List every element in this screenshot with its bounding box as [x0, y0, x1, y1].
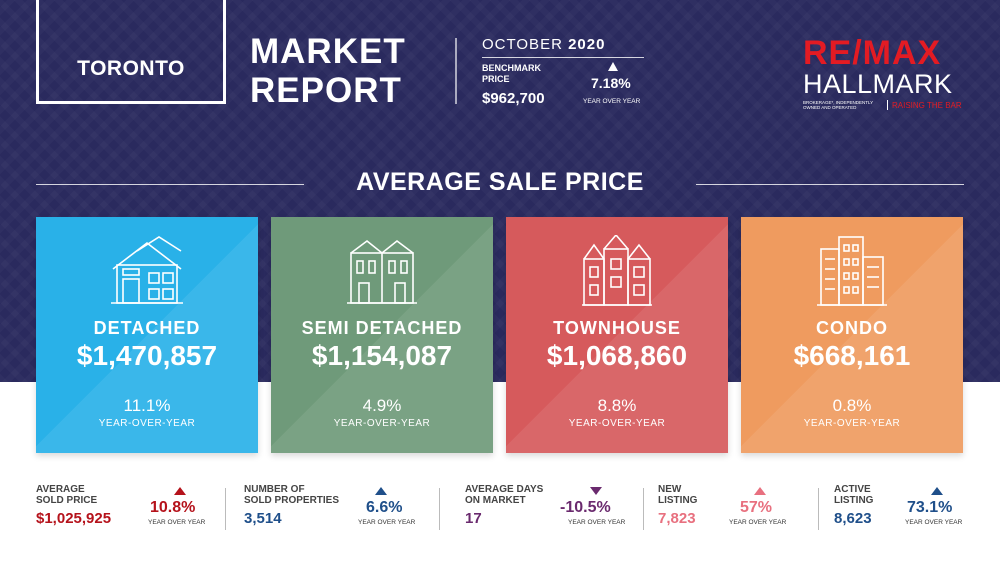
stat-label-line2: ON MARKET [465, 495, 526, 506]
header-divider [455, 38, 457, 104]
stat-label: AVERAGE DAYS ON MARKET [465, 484, 543, 506]
card-name: DETACHED [93, 318, 201, 338]
card-change: 11.1% [123, 396, 171, 415]
arrow-up-icon [375, 487, 387, 495]
section-rule-left [36, 184, 304, 185]
logo-name: HALLMARK [803, 69, 953, 99]
stat-label: NEW LISTING [658, 484, 697, 506]
benchmark-change: 7.18% [591, 75, 631, 91]
logo-small-print: BROKERAGE*, INDEPENDENTLY OWNED AND OPER… [803, 100, 874, 110]
logo-tagline: RAISING THE BAR [892, 100, 962, 110]
benchmark-label: BENCHMARK PRICE [482, 63, 541, 85]
stat-change: 10.8% [150, 499, 196, 516]
stat-change: 73.1% [907, 499, 953, 516]
stat-new-listing: NEW LISTING 7,823 57% YEAR OVER YEAR [658, 484, 808, 534]
logo-separator [887, 100, 888, 110]
card-change-label: YEAR-OVER-YEAR [98, 418, 196, 429]
report-year: 2020 [568, 36, 606, 53]
stat-change-label: YEAR OVER YEAR [568, 519, 626, 526]
card-name: SEMI DETACHED [301, 318, 463, 338]
benchmark-label-line1: BENCHMARK [482, 63, 541, 73]
stat-active-listing: ACTIVE LISTING 8,623 73.1% YEAR OVER YEA… [834, 484, 984, 534]
card-detached: DETACHED $1,470,857 11.1% YEAR-OVER-YEAR [36, 217, 258, 453]
card-price: $1,068,860 [546, 340, 688, 371]
stat-value: 8,623 [834, 510, 872, 527]
city-box: TORONTO [36, 0, 226, 104]
report-title: MARKET REPORT [250, 32, 406, 110]
remax-logo: RE/MAX HALLMARK BROKERAGE*, INDEPENDENTL… [803, 36, 968, 110]
semi-detached-icon [271, 235, 493, 317]
condo-icon [741, 235, 963, 317]
stat-value: 7,823 [658, 510, 696, 527]
period-underline [482, 57, 644, 58]
benchmark-change-label: YEAR OVER YEAR [583, 98, 641, 105]
card-townhouse: TOWNHOUSE $1,068,860 8.8% YEAR-OVER-YEAR [506, 217, 728, 453]
stat-label-line1: AVERAGE [36, 484, 85, 495]
stat-label: ACTIVE LISTING [834, 484, 873, 506]
stat-change: -10.5% [560, 499, 611, 516]
stat-divider [439, 488, 440, 530]
stat-value: 17 [465, 510, 482, 527]
stat-label-line1: AVERAGE DAYS [465, 484, 544, 495]
stat-label-line2: SOLD PRICE [36, 495, 98, 506]
card-price: $668,161 [793, 340, 911, 371]
card-semi-detached: SEMI DETACHED $1,154,087 4.9% YEAR-OVER-… [271, 217, 493, 453]
card-change: 4.9% [362, 396, 402, 415]
report-title-line1: MARKET [250, 32, 406, 71]
benchmark-label-line2: PRICE [482, 74, 510, 84]
card-change: 8.8% [597, 396, 637, 415]
card-name: CONDO [816, 318, 888, 338]
stat-change: 6.6% [366, 499, 403, 516]
report-month: OCTOBER [482, 36, 563, 53]
stat-label-line1: ACTIVE [834, 484, 871, 495]
section-title: AVERAGE SALE PRICE [356, 168, 644, 196]
report-period: OCTOBER 2020 [482, 36, 605, 53]
stat-label-line2: SOLD PROPERTIES [244, 495, 340, 506]
stat-label: AVERAGE SOLD PRICE [36, 484, 97, 506]
card-change-label: YEAR-OVER-YEAR [333, 418, 431, 429]
stat-change-label: YEAR OVER YEAR [148, 519, 206, 526]
stat-days-on-market: AVERAGE DAYS ON MARKET 17 -10.5% YEAR OV… [465, 484, 640, 534]
stat-change-label: YEAR OVER YEAR [729, 519, 787, 526]
stat-value: $1,025,925 [36, 510, 112, 527]
stat-change-label: YEAR OVER YEAR [905, 519, 963, 526]
card-condo: CONDO $668,161 0.8% YEAR-OVER-YEAR [741, 217, 963, 453]
arrow-up-icon [754, 487, 766, 495]
report-title-line2: REPORT [250, 71, 402, 110]
stat-label-line1: NEW [658, 484, 682, 495]
stat-sold-properties: NUMBER OF SOLD PROPERTIES 3,514 6.6% YEA… [244, 484, 424, 534]
arrow-up-icon [608, 62, 618, 71]
card-name: TOWNHOUSE [553, 318, 681, 338]
stat-label-line1: NUMBER OF [244, 484, 305, 495]
townhouse-icon [506, 235, 728, 317]
city-name: TORONTO [77, 57, 185, 80]
arrow-down-icon [590, 487, 602, 495]
stat-divider [643, 488, 644, 530]
card-change-label: YEAR-OVER-YEAR [568, 418, 666, 429]
stat-label-line2: LISTING [658, 495, 698, 506]
stat-label-line2: LISTING [834, 495, 874, 506]
card-price: $1,470,857 [76, 340, 218, 371]
arrow-up-icon [931, 487, 943, 495]
house-icon [36, 235, 258, 317]
stat-average-sold-price: AVERAGE SOLD PRICE $1,025,925 10.8% YEAR… [36, 484, 216, 534]
card-change-label: YEAR-OVER-YEAR [803, 418, 901, 429]
benchmark-price: $962,700 [482, 90, 545, 107]
stat-label: NUMBER OF SOLD PROPERTIES [244, 484, 339, 506]
stat-value: 3,514 [244, 510, 282, 527]
stat-change-label: YEAR OVER YEAR [358, 519, 416, 526]
logo-brand: RE/MAX [803, 34, 942, 72]
arrow-up-icon [174, 487, 186, 495]
section-rule-right [696, 184, 964, 185]
stat-divider [818, 488, 819, 530]
stat-divider [225, 488, 226, 530]
card-price: $1,154,087 [311, 340, 453, 371]
stat-change: 57% [740, 499, 773, 516]
logo-footer: BROKERAGE*, INDEPENDENTLY OWNED AND OPER… [803, 100, 968, 110]
card-change: 0.8% [832, 396, 872, 415]
